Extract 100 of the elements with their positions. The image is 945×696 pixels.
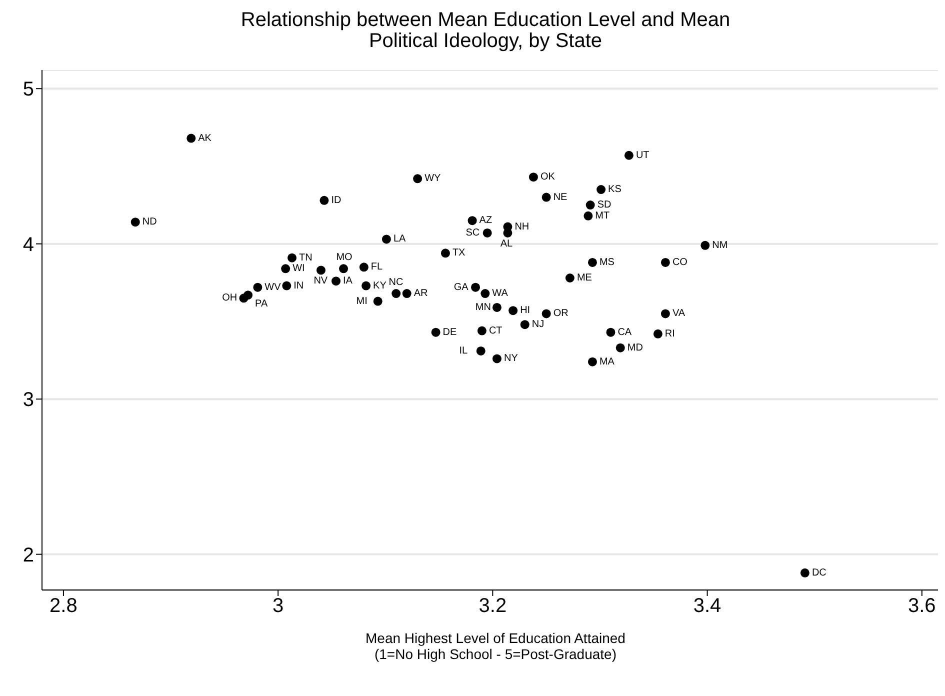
annotation: TN bbox=[299, 252, 312, 264]
point bbox=[332, 276, 341, 286]
point bbox=[660, 309, 670, 318]
annotation: MN bbox=[475, 302, 491, 313]
point bbox=[288, 253, 297, 262]
annotation: IA bbox=[343, 276, 353, 287]
annotation: MT bbox=[595, 210, 610, 222]
point bbox=[468, 216, 477, 226]
point bbox=[588, 258, 597, 267]
point bbox=[508, 306, 518, 316]
annotation: MA bbox=[599, 356, 615, 368]
point bbox=[588, 357, 597, 366]
annotation: PA bbox=[255, 298, 268, 310]
annotation: UT bbox=[636, 150, 650, 161]
annotation: MO bbox=[336, 252, 353, 264]
x-axis-title: Mean Highest Level of Education Attained (1=No High School - 5=Post-Graduate) bbox=[364, 630, 626, 662]
point bbox=[480, 289, 490, 298]
point bbox=[616, 343, 625, 352]
annotation: WI bbox=[292, 263, 305, 274]
point bbox=[624, 150, 634, 160]
point bbox=[373, 296, 382, 306]
y-tick-label: 2 bbox=[22, 544, 34, 566]
point bbox=[431, 328, 440, 337]
annotation: NC bbox=[388, 277, 404, 288]
point bbox=[542, 192, 551, 202]
annotation: AZ bbox=[479, 215, 492, 226]
annotation: TX bbox=[452, 248, 466, 259]
point bbox=[477, 326, 486, 336]
point bbox=[440, 248, 450, 258]
annotation: MI bbox=[356, 296, 368, 307]
point bbox=[584, 211, 593, 220]
point bbox=[586, 200, 595, 210]
annotation: MS bbox=[599, 256, 615, 268]
annotation: HI bbox=[520, 305, 530, 316]
point bbox=[392, 289, 401, 298]
annotation: OK bbox=[540, 172, 556, 183]
point bbox=[402, 289, 412, 298]
x-tick-label: 3 bbox=[272, 595, 284, 618]
annotation: AK bbox=[198, 132, 212, 144]
point bbox=[282, 281, 292, 290]
point bbox=[482, 228, 492, 238]
y-tick-label: 5 bbox=[22, 78, 34, 101]
annotation: NV bbox=[314, 276, 328, 287]
annotation: SD bbox=[597, 200, 612, 211]
annotation: VA bbox=[672, 308, 686, 320]
annotation: NJ bbox=[532, 319, 544, 330]
annotation: CO bbox=[672, 256, 688, 268]
x-tick-label: 3.2 bbox=[478, 595, 507, 618]
point bbox=[382, 234, 391, 244]
point bbox=[660, 258, 670, 267]
annotation: KS bbox=[608, 184, 622, 196]
y-tick-label: 3 bbox=[22, 389, 34, 412]
point bbox=[413, 174, 422, 184]
annotation: RI bbox=[664, 328, 675, 340]
annotation: DC bbox=[812, 567, 826, 578]
annotation: OR bbox=[553, 308, 568, 320]
annotation: IN bbox=[294, 280, 304, 292]
annotation: WA bbox=[492, 288, 508, 300]
point bbox=[239, 294, 248, 303]
point bbox=[653, 329, 662, 338]
point bbox=[130, 218, 140, 227]
annotation: FL bbox=[370, 262, 384, 273]
annotation: CT bbox=[488, 325, 502, 336]
point bbox=[528, 172, 538, 182]
annotation: NM bbox=[712, 240, 728, 251]
annotation: OH bbox=[222, 292, 238, 304]
point bbox=[542, 309, 551, 318]
point bbox=[492, 354, 502, 364]
point bbox=[476, 346, 486, 356]
point bbox=[492, 302, 502, 312]
point bbox=[606, 328, 616, 337]
annotation: GA bbox=[454, 282, 469, 293]
annotation: AL bbox=[500, 238, 514, 250]
x-tick-label: 3.6 bbox=[908, 595, 936, 618]
point bbox=[565, 274, 574, 282]
point bbox=[253, 282, 262, 292]
point bbox=[700, 240, 710, 250]
y-tick-label: 4 bbox=[22, 234, 34, 256]
point bbox=[800, 568, 810, 578]
annotation: CA bbox=[618, 326, 632, 338]
point bbox=[359, 262, 368, 272]
annotation: NY bbox=[504, 353, 518, 364]
annotation: ME bbox=[576, 272, 592, 284]
point bbox=[339, 264, 348, 274]
annotation: DE bbox=[442, 326, 458, 338]
annotation: MD bbox=[627, 342, 643, 354]
point bbox=[281, 264, 290, 274]
annotation: WY bbox=[424, 173, 442, 184]
annotation: LA bbox=[393, 234, 406, 245]
annotation: NH bbox=[514, 221, 530, 232]
annotation: WV bbox=[264, 282, 282, 293]
point bbox=[316, 266, 326, 275]
annotation: ND bbox=[142, 216, 157, 228]
annotation: KY bbox=[373, 280, 387, 292]
point bbox=[471, 282, 480, 292]
annotation: SC bbox=[466, 227, 480, 238]
annotation: AR bbox=[414, 288, 428, 300]
point bbox=[186, 134, 196, 143]
annotation: ID bbox=[331, 194, 342, 206]
x-tick-label: 2.8 bbox=[50, 595, 78, 618]
